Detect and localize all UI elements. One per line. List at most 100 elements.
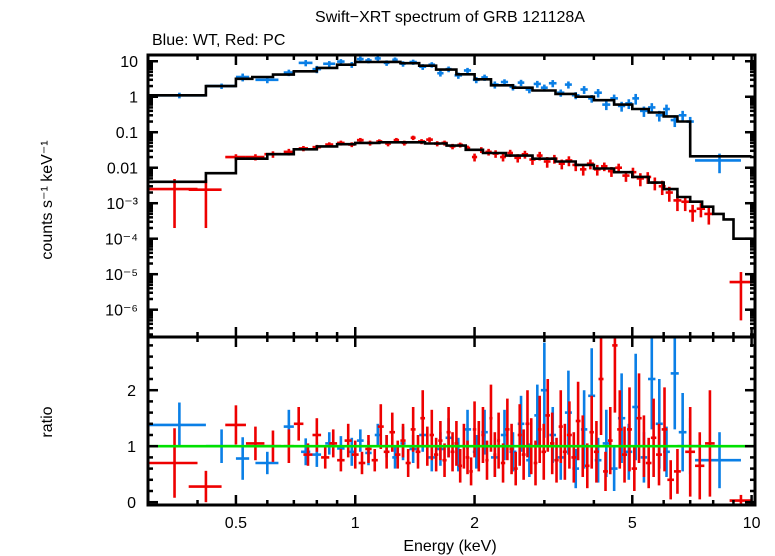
wt-data-point [298, 60, 313, 67]
pc-ratio-point [621, 426, 628, 483]
x-tick-label: 1 [351, 515, 360, 532]
y-tick-label: 0.01 [107, 161, 138, 178]
y-axis-label-spectrum: counts s⁻¹ keV⁻¹ [39, 140, 56, 259]
pc-ratio-point [458, 449, 463, 483]
pc-ratio-point [500, 443, 506, 483]
pc-ratio-point [446, 407, 451, 458]
pc-ratio-point [517, 404, 522, 466]
pc-ratio-point [454, 421, 459, 466]
wt-data-point [463, 67, 472, 74]
pc-ratio-point [489, 384, 493, 452]
pc-ratio-point [509, 423, 514, 475]
pc-ratio-point [607, 407, 613, 475]
wt-ratio-point [648, 337, 656, 430]
wt-data-point [533, 80, 541, 88]
pc-ratio-point [442, 443, 447, 477]
pc-ratio-point [225, 405, 246, 445]
pc-ratio-point [566, 401, 572, 469]
wt-ratio-point [610, 446, 618, 491]
tick-labels: 0.5 1 2 5 10 10 1 0.1 0.01 10⁻³ 10⁻⁴ 10⁻⁵ 10⁻⁶ 0 1 2 [105, 54, 761, 532]
pc-data-point [651, 177, 659, 191]
ratio-panel [148, 337, 755, 505]
pc-ratio-point [612, 337, 618, 413]
pc-ratio-point [575, 381, 581, 461]
pc-ratio-point [661, 387, 668, 472]
pc-ratio-point [585, 443, 590, 489]
wt-data-point [374, 56, 381, 62]
pc-ratio-point [410, 407, 416, 452]
pc-ratio-point [329, 429, 338, 458]
pc-ratio-point [438, 421, 443, 461]
wt-data-point [594, 89, 602, 98]
pc-data-point [636, 173, 644, 187]
pc-ratio-point [433, 437, 439, 472]
pc-ratio-point [549, 412, 555, 475]
wt-ratio-point [678, 393, 687, 472]
wt-data-point [235, 73, 250, 82]
wt-ratio-point [356, 429, 364, 452]
y-tick-label: 10⁻³ [106, 196, 138, 213]
pc-ratio-point [321, 446, 330, 469]
pc-ratio-point [337, 449, 345, 472]
pc-ratio-point [631, 446, 638, 491]
y-tick-label: 10 [120, 54, 138, 71]
wt-ratio-point [148, 402, 206, 448]
pc-ratio-point [558, 390, 563, 463]
pc-ratio-point [673, 449, 681, 494]
wt-model-line [148, 60, 752, 158]
pc-ratio-point [650, 398, 657, 477]
wt-ratio-point [255, 451, 279, 475]
axes-layer [146, 53, 757, 507]
pc-ratio-point [554, 437, 559, 483]
y-tick-label: 0.1 [116, 125, 138, 142]
pc-ratio-point [656, 423, 662, 486]
y-axis-label-ratio: ratio [39, 406, 56, 437]
pc-ratio-point [415, 435, 421, 469]
x-tick-label: 0.5 [225, 515, 247, 532]
pc-ratio-point [383, 435, 390, 469]
wt-data-point [678, 110, 687, 122]
pc-ratio-point [513, 451, 518, 486]
x-axis-label: Energy (keV) [403, 538, 496, 555]
pc-data-point [704, 207, 714, 225]
pc-data-point [729, 272, 752, 321]
pc-ratio-point [405, 449, 411, 477]
pc-data-point [500, 153, 506, 162]
pc-ratio-point [429, 409, 434, 461]
pc-data-point [681, 195, 689, 212]
pc-ratio-point [593, 421, 599, 483]
ratio-tick-label: 1 [127, 439, 136, 456]
chart-title: Swift−XRT spectrum of GRB 121128A [315, 9, 585, 26]
y-tick-label: 10⁻⁵ [105, 267, 138, 284]
pc-ratio-point [245, 426, 265, 461]
wt-data-point [548, 80, 557, 88]
spectrum-panel [148, 56, 752, 321]
pc-ratio-point [541, 423, 547, 480]
pc-ratio-point [469, 457, 473, 486]
pc-ratio-point [667, 460, 674, 500]
wt-data-point [323, 61, 336, 67]
pc-ratio-point [358, 451, 366, 475]
pc-ratio-point [571, 432, 577, 483]
wt-ratio-point [695, 432, 741, 489]
pc-ratio-point [636, 373, 642, 463]
wt-data-point [617, 101, 626, 112]
pc-ratio-point [188, 470, 222, 503]
wt-data-point [437, 70, 444, 77]
pc-ratio-point [450, 432, 455, 472]
pc-data-point [688, 204, 697, 222]
pc-ratio-point [505, 398, 510, 461]
x-tick-label: 2 [470, 515, 479, 532]
pc-ratio-point [148, 428, 198, 498]
pc-data-point [426, 137, 433, 143]
pc-ratio-point [617, 390, 623, 469]
pc-ratio-point [603, 451, 608, 491]
wt-ratio-point [670, 337, 679, 430]
wt-data-point [564, 81, 572, 89]
wt-data-point [602, 100, 611, 111]
pc-data-point [410, 135, 416, 141]
pc-ratio-point [472, 401, 477, 458]
pc-ratio-point [598, 337, 604, 435]
pc-ratio-point [533, 440, 538, 486]
